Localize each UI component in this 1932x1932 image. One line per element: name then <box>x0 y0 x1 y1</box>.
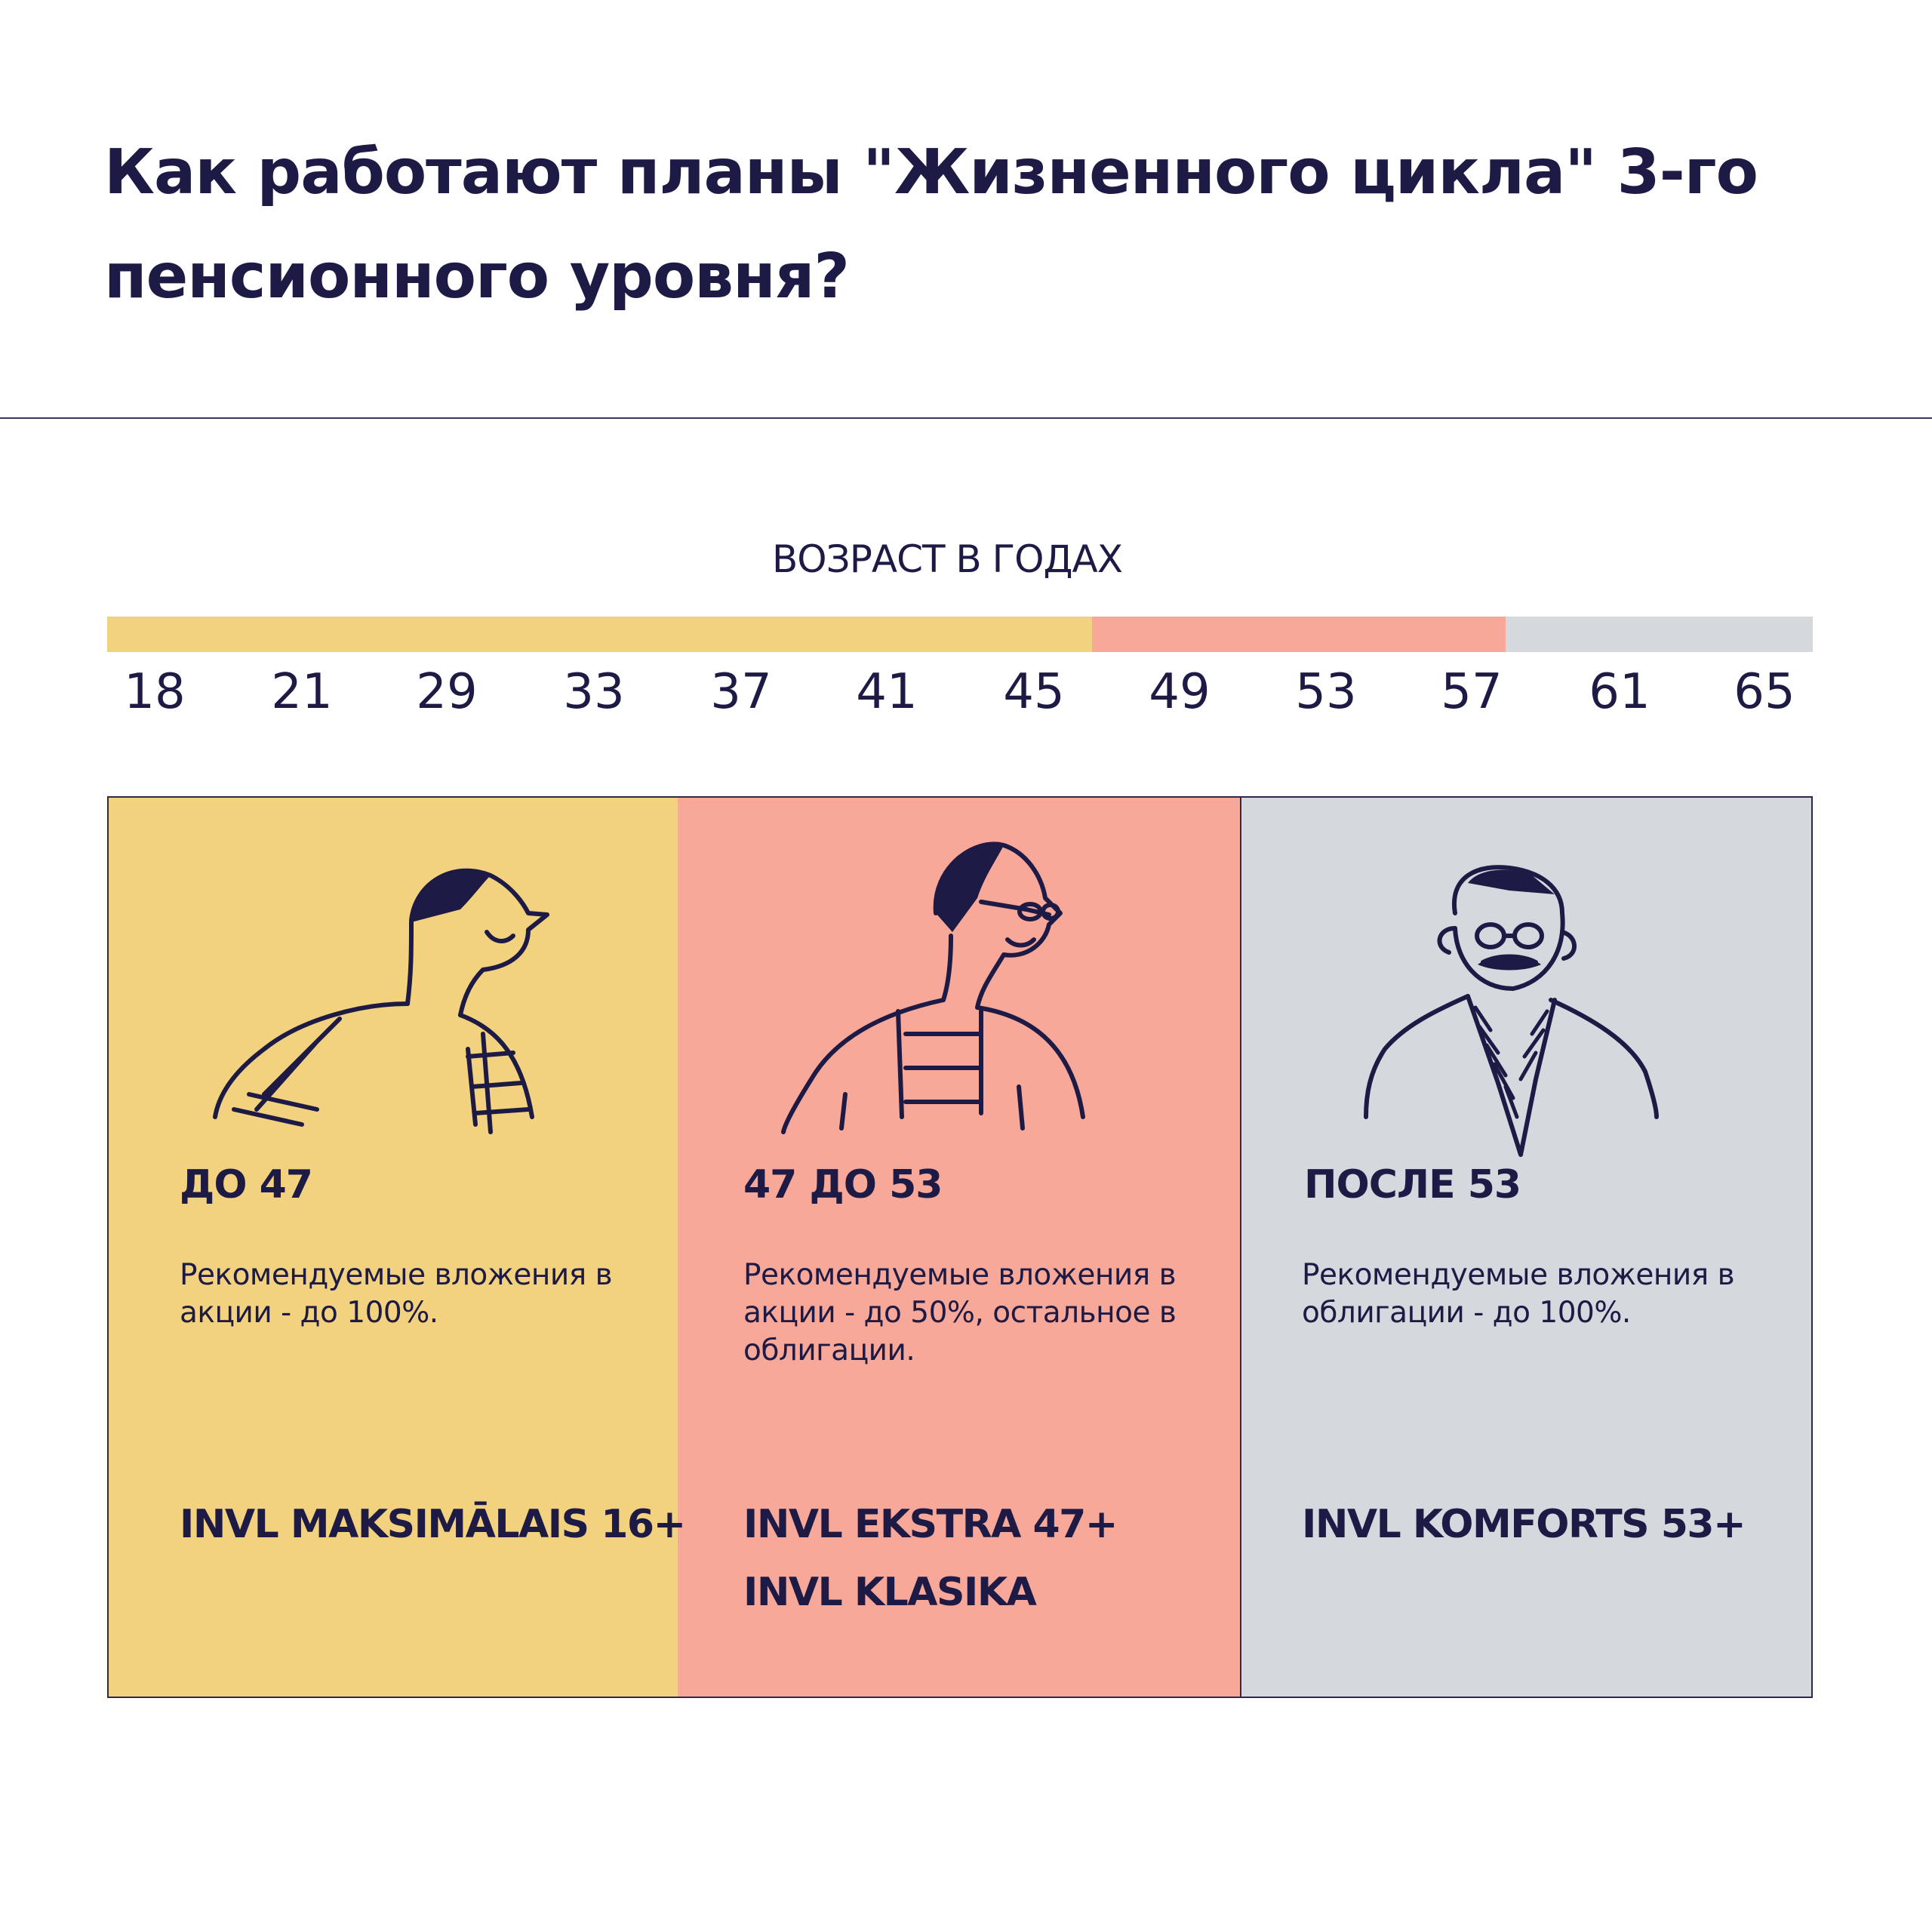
age-tick: 29 <box>416 664 478 720</box>
panel-early-age: ДО 47 <box>180 1162 313 1208</box>
age-ticks: 18 21 29 33 37 41 45 49 53 57 61 65 <box>0 664 1932 724</box>
panel-middle-fund: INVL KLASIKA <box>743 1570 1037 1615</box>
age-tick: 37 <box>710 664 772 720</box>
age-tick: 45 <box>1003 664 1065 720</box>
panel-early-fund: INVL MAKSIMĀLAIS 16+ <box>180 1502 686 1547</box>
panel-late-fund: INVL KOMFORTS 53+ <box>1302 1502 1746 1547</box>
panel-early-description: Рекомендуемые вложения в акции - до 100%… <box>180 1258 613 1330</box>
panel-late-age: ПОСЛЕ 53 <box>1304 1162 1521 1208</box>
axis-label: ВОЗРАСТ В ГОДАХ <box>772 537 1123 581</box>
panel-early <box>107 796 679 1698</box>
header-divider <box>0 417 1932 419</box>
age-tick: 41 <box>856 664 918 720</box>
panel-middle <box>678 796 1241 1698</box>
page-title: Как работают планы "Жизненного цикла" 3-… <box>104 137 1758 312</box>
age-tick: 61 <box>1589 664 1651 720</box>
age-tick: 65 <box>1734 664 1795 720</box>
young-person-with-backpack-icon <box>213 868 549 1134</box>
panel-middle-age: 47 ДО 53 <box>743 1162 943 1208</box>
panel-middle-description: Рекомендуемые вложения в акции - до 50%,… <box>743 1258 1177 1367</box>
panel-middle-fund: INVL EKSTRA 47+ <box>743 1502 1118 1547</box>
older-man-with-mustache-icon <box>1364 865 1659 1157</box>
age-tick: 57 <box>1441 664 1503 720</box>
age-bar-segment-middle <box>1092 617 1506 652</box>
age-tick: 53 <box>1295 664 1357 720</box>
middle-aged-person-with-glasses-icon <box>781 841 1085 1134</box>
age-tick: 33 <box>563 664 625 720</box>
age-bar-segment-early <box>107 617 1092 652</box>
age-tick: 18 <box>124 664 186 720</box>
age-tick: 21 <box>271 664 333 720</box>
age-tick: 49 <box>1149 664 1211 720</box>
age-bar-segment-late <box>1506 617 1813 652</box>
panel-late-description: Рекомендуемые вложения в облигации - до … <box>1302 1258 1735 1330</box>
